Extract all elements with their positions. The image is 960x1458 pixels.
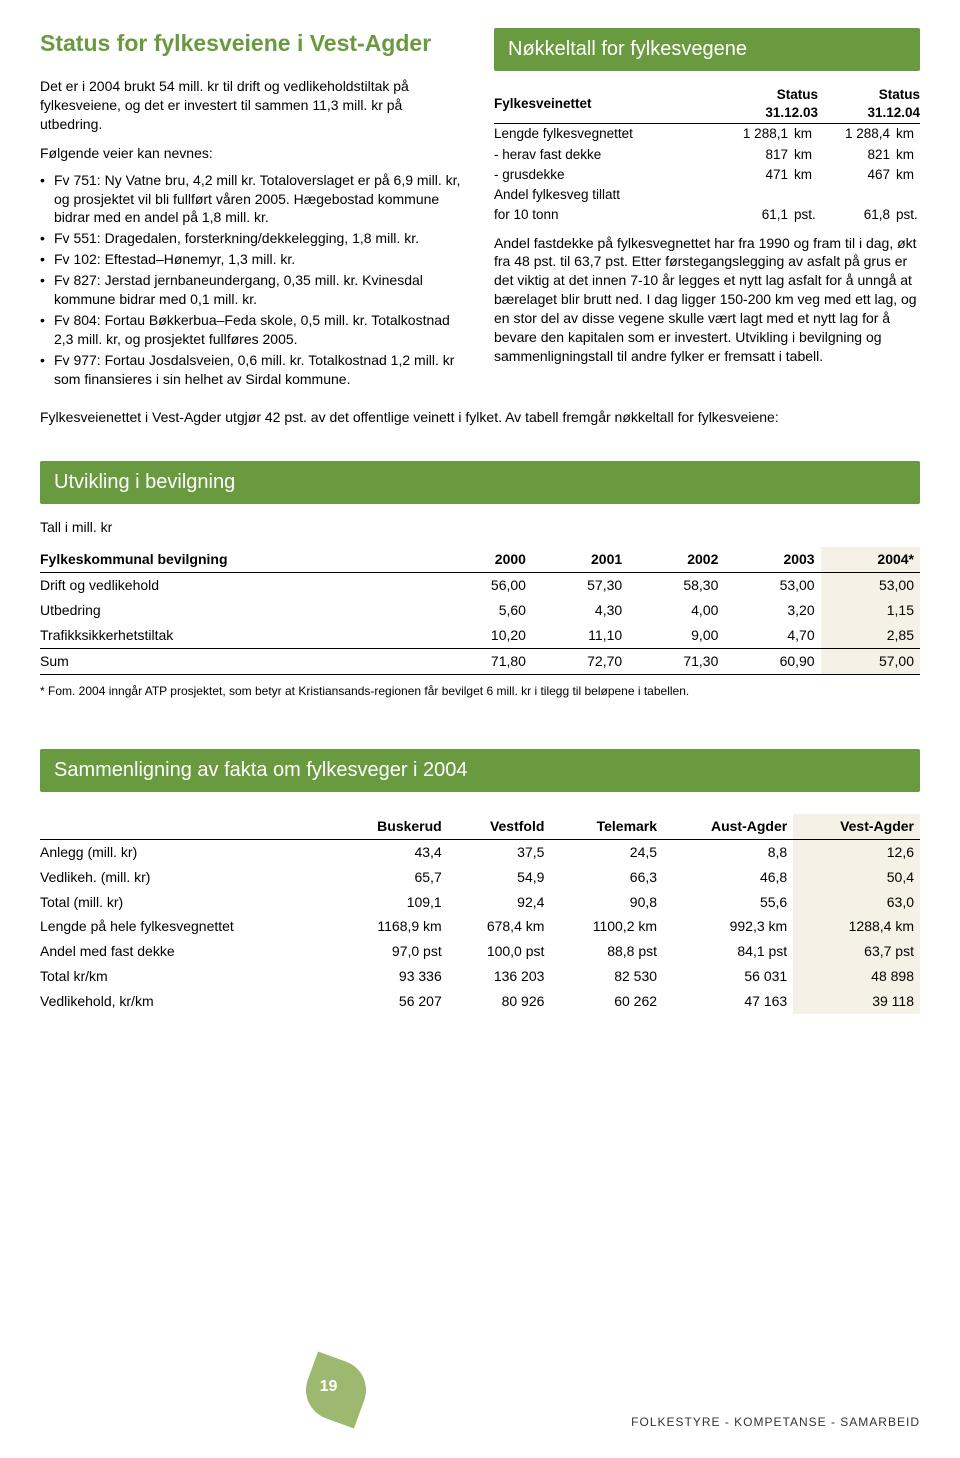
footer-text: FOLKESTYRE - KOMPETANSE - SAMARBEID — [631, 1414, 920, 1430]
nokkel-paragraph: Andel fastdekke på fylkesvegnettet har f… — [494, 234, 920, 366]
table-row: Vedlikeh. (mill. kr)65,754,966,346,850,4 — [40, 865, 920, 890]
table-header — [40, 814, 335, 839]
table-row: Trafikksikkerhetstiltak10,2011,109,004,7… — [40, 623, 920, 648]
table-header: 2003 — [724, 547, 820, 572]
table-row: - herav fast dekke817km821km — [494, 145, 920, 165]
table-row: Utbedring5,604,304,003,201,15 — [40, 598, 920, 623]
table-header: Buskerud — [335, 814, 448, 839]
bullet-item: Fv 551: Dragedalen, forsterkning/dekkele… — [40, 229, 466, 248]
table-row: Sum71,8072,7071,3060,9057,00 — [40, 648, 920, 674]
table-row: Andel med fast dekke97,0 pst100,0 pst88,… — [40, 939, 920, 964]
table-row: Total (mill. kr)109,192,490,855,663,0 — [40, 890, 920, 915]
sammenligning-heading: Sammenligning av fakta om fylkesveger i … — [40, 749, 920, 792]
table-header: 2004* — [821, 547, 920, 572]
table-header: Vest-Agder — [793, 814, 920, 839]
sammenligning-table: BuskerudVestfoldTelemarkAust-AgderVest-A… — [40, 814, 920, 1014]
table-row: Drift og vedlikehold56,0057,3058,3053,00… — [40, 573, 920, 598]
table-row: Andel fylkesveg tillatt — [494, 185, 920, 205]
bullet-item: Fv 102: Eftestad–Hønemyr, 1,3 mill. kr. — [40, 250, 466, 269]
table-header: 2002 — [628, 547, 724, 572]
bevilgning-footnote: * Fom. 2004 inngår ATP prosjektet, som b… — [40, 683, 920, 699]
bullet-item: Fv 977: Fortau Josdalsveien, 0,6 mill. k… — [40, 351, 466, 389]
nokkel-col-2: Status31.12.04 — [818, 85, 920, 123]
right-column: Nøkkeltall for fylkesvegene Fylkesveinet… — [494, 28, 920, 390]
table-header: Telemark — [550, 814, 663, 839]
bevilgning-subtitle: Tall i mill. kr — [40, 518, 920, 537]
table-row: - grusdekke471km467km — [494, 165, 920, 185]
table-row: Vedlikehold, kr/km56 20780 92660 26247 1… — [40, 989, 920, 1014]
table-header: Fylkeskommunal bevilgning — [40, 547, 436, 572]
table-row: Lengde på hele fylkesvegnettet1168,9 km6… — [40, 914, 920, 939]
bevilgning-table: Fylkeskommunal bevilgning200020012002200… — [40, 547, 920, 674]
table-row: Anlegg (mill. kr)43,437,524,58,812,6 — [40, 839, 920, 864]
bullet-item: Fv 804: Fortau Bøkkerbua–Feda skole, 0,5… — [40, 311, 466, 349]
table-row: for 10 tonn61,1pst.61,8pst. — [494, 205, 920, 225]
page-number: 19 — [320, 1376, 338, 1398]
bevilgning-heading: Utvikling i bevilgning — [40, 461, 920, 504]
table-row: Lengde fylkesvegnettet1 288,1km1 288,4km — [494, 124, 920, 145]
nokkeltall-table: Fylkesveinettet Status31.12.03 Status31.… — [494, 85, 920, 226]
roads-bullet-list: Fv 751: Ny Vatne bru, 4,2 mill kr. Total… — [40, 171, 466, 389]
left-column: Status for fylkesveiene i Vest-Agder Det… — [40, 28, 466, 390]
bullet-item: Fv 827: Jerstad jernbaneundergang, 0,35 … — [40, 271, 466, 309]
after-bullets-paragraph: Fylkesveienettet i Vest-Agder utgjør 42 … — [40, 408, 920, 427]
table-row: Total kr/km93 336136 20382 53056 03148 8… — [40, 964, 920, 989]
nokkeltall-heading: Nøkkeltall for fylkesvegene — [494, 28, 920, 71]
table-header: Vestfold — [448, 814, 551, 839]
page-number-leaf: 19 — [296, 1350, 376, 1430]
nokkel-col-1: Status31.12.03 — [716, 85, 818, 123]
table-header: Aust-Agder — [663, 814, 793, 839]
nokkel-col-0: Fylkesveinettet — [494, 85, 716, 123]
bullets-leadin: Følgende veier kan nevnes: — [40, 144, 466, 163]
intro-paragraph: Det er i 2004 brukt 54 mill. kr til drif… — [40, 77, 466, 134]
page-footer: 19 FOLKESTYRE - KOMPETANSE - SAMARBEID — [0, 1350, 960, 1430]
bullet-item: Fv 751: Ny Vatne bru, 4,2 mill kr. Total… — [40, 171, 466, 228]
table-header: 2001 — [532, 547, 628, 572]
page-title: Status for fylkesveiene i Vest-Agder — [40, 28, 466, 59]
table-header: 2000 — [436, 547, 532, 572]
